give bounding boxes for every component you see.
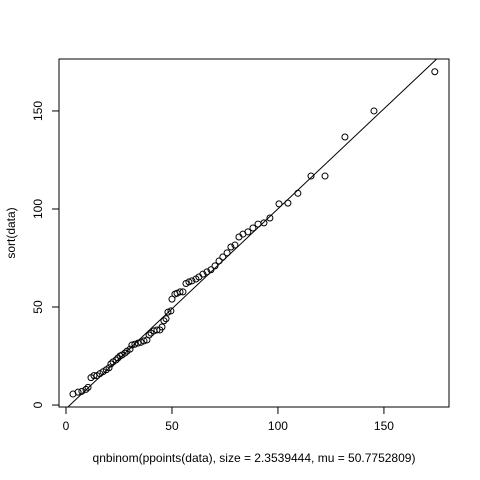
point [219, 253, 227, 261]
point [370, 107, 378, 115]
reference-line [67, 58, 438, 408]
point [153, 326, 161, 334]
point [162, 315, 170, 323]
point [231, 241, 239, 249]
y-tick-label: 100 [31, 199, 45, 219]
point [126, 345, 134, 353]
y-axis-title: sort(data) [4, 207, 18, 258]
point [199, 270, 207, 278]
point [244, 228, 252, 236]
point [176, 288, 184, 296]
y-tick-label: 0 [31, 401, 45, 408]
point [223, 249, 231, 257]
point [121, 349, 129, 357]
point [84, 383, 92, 391]
point [131, 340, 139, 348]
point [284, 199, 292, 207]
x-tick-label: 50 [165, 419, 179, 433]
point [341, 133, 349, 141]
point [140, 337, 148, 345]
point [275, 200, 283, 208]
point [145, 331, 153, 339]
point [179, 288, 187, 296]
point [105, 364, 113, 372]
x-tick-label: 100 [268, 419, 288, 433]
point [74, 388, 82, 396]
point [188, 277, 196, 285]
point [185, 278, 193, 286]
point [112, 356, 120, 364]
y-tick-label: 150 [31, 101, 45, 121]
point [307, 172, 315, 180]
x-tick-label: 150 [374, 419, 394, 433]
point [431, 68, 439, 76]
point [167, 307, 175, 315]
point [227, 243, 235, 251]
point [235, 233, 243, 241]
point [82, 385, 90, 393]
point [158, 323, 166, 331]
point [321, 172, 329, 180]
x-tick-label: 0 [63, 419, 70, 433]
point [203, 268, 211, 276]
point [294, 189, 302, 197]
plot-box [58, 58, 450, 408]
y-tick-label: 50 [31, 300, 45, 314]
point [249, 224, 257, 232]
point [168, 295, 176, 303]
point [260, 219, 268, 227]
x-axis-title: qnbinom(ppoints(data), size = 2.3539444,… [93, 451, 416, 465]
point [128, 341, 136, 349]
point [160, 317, 168, 325]
point [266, 214, 274, 222]
point [90, 372, 98, 380]
